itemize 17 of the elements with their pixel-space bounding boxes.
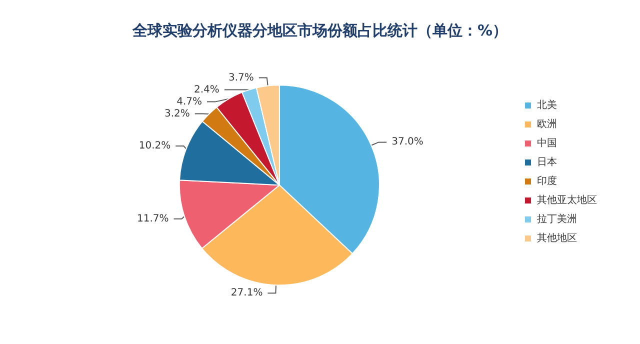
data-label: 27.1% (230, 288, 263, 299)
data-label: 2.4% (194, 84, 220, 96)
chart-title: 全球实验分析仪器分地区市场份额占比统计（单位：%） (131, 22, 508, 40)
legend-label: 印度 (537, 175, 557, 187)
legend-label: 日本 (537, 156, 557, 168)
legend-label: 其他地区 (537, 232, 577, 244)
legend-label: 其他亚太地区 (537, 194, 597, 206)
data-label: 3.7% (228, 72, 254, 84)
legend-label: 拉丁美洲 (537, 213, 577, 225)
legend-label: 欧洲 (537, 118, 557, 130)
data-label: 4.7% (176, 96, 202, 108)
data-label: 11.7% (136, 213, 169, 224)
data-label: 10.2% (138, 140, 171, 152)
data-label: 3.2% (164, 108, 190, 120)
legend-label: 北美 (537, 99, 557, 111)
legend-label: 中国 (537, 137, 557, 149)
data-label: 37.0% (392, 136, 424, 148)
